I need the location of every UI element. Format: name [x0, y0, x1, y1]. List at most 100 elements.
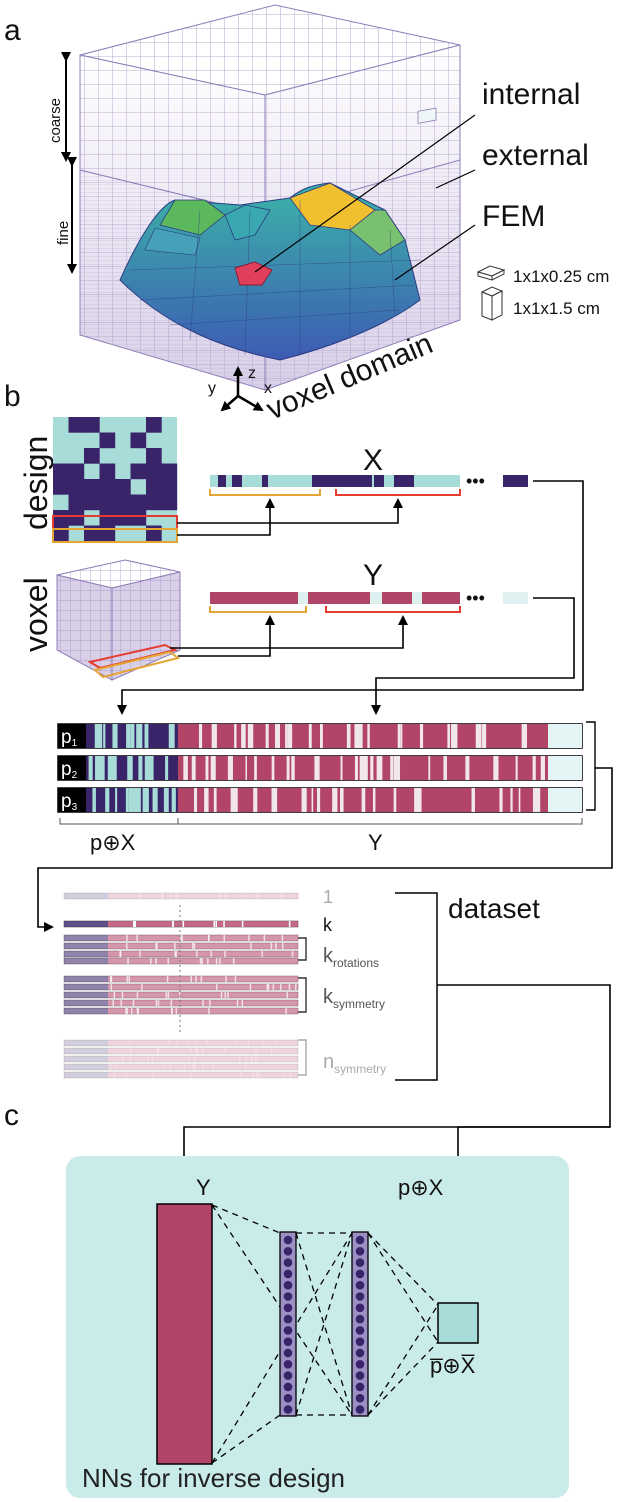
dataset-row-stripe	[175, 1008, 178, 1014]
dataset-row-stripe	[220, 992, 223, 998]
data-row-y-stripe	[447, 724, 451, 748]
y-vector-ellipsis: •••	[466, 588, 485, 608]
dataset-row-stripe	[120, 1000, 123, 1006]
data-row-x-stripe	[110, 756, 117, 780]
external-node	[417, 107, 437, 124]
callout-lines	[254, 114, 476, 281]
y-vector-label: Y	[363, 559, 383, 592]
data-row-y-stripe	[518, 788, 521, 812]
fem-mesh	[119, 107, 437, 361]
dataset-row-stripe	[136, 935, 138, 941]
dataset-row-x	[64, 943, 108, 949]
external-label: external	[482, 139, 589, 172]
dataset-row-stripe	[165, 992, 168, 998]
data-row-x-stripe	[165, 756, 169, 780]
data-row-y-stripe	[521, 724, 528, 748]
k-symmetry-sub: symmetry	[333, 997, 385, 1011]
y-vector-gap	[298, 592, 308, 604]
hidden-neuron	[283, 1314, 293, 1324]
hidden-neuron	[355, 1247, 365, 1256]
data-row-y-stripe	[394, 756, 401, 780]
dataset-row-stripe	[112, 1000, 115, 1006]
data-row-y-stripe	[515, 756, 518, 780]
design-cell	[146, 479, 162, 495]
dataset-row-stripe	[129, 1048, 132, 1054]
data-row-y-stripe	[367, 724, 370, 748]
dataset-row-stripe	[255, 1056, 257, 1062]
dataset-row-stripe	[227, 992, 229, 998]
design-cell	[84, 479, 100, 495]
dataset-row-stripe	[225, 893, 227, 899]
data-row-p-label: p3	[61, 791, 78, 813]
dataset-row-stripe	[234, 976, 237, 982]
dataset-row-stripe	[151, 1056, 154, 1062]
dataset-row-stripe	[218, 893, 221, 899]
dataset-row-stripe	[161, 893, 163, 899]
dataset-row-stripe	[175, 951, 177, 957]
dataset-row-stripe	[256, 1072, 258, 1078]
dataset-row-stripe	[250, 1056, 253, 1062]
hidden-neuron	[355, 1235, 365, 1245]
design-cell	[99, 525, 116, 542]
dataset-row-stripe	[139, 893, 142, 899]
data-row-y-stripe	[212, 756, 215, 780]
hidden-neuron	[355, 1382, 365, 1392]
dataset-row-stripe	[110, 984, 113, 990]
dataset-row-stripe	[202, 1048, 204, 1054]
data-row-x-stripe	[90, 756, 93, 780]
data-row-y-stripe	[247, 724, 254, 748]
design-cell	[84, 448, 100, 464]
dataset-row-stripe	[213, 921, 215, 927]
k-rotations-main: k	[323, 945, 334, 967]
hidden-neuron	[355, 1371, 365, 1380]
data-row-y-stripe	[359, 724, 363, 748]
dataset-row-x	[64, 1000, 108, 1006]
data-row-p-cell	[58, 756, 86, 780]
dataset-row-stripe	[110, 976, 113, 982]
data-row-y-stripe	[319, 724, 323, 748]
dataset-row-stripe	[289, 1072, 292, 1078]
data-row-x-stripe	[170, 724, 173, 748]
dataset-row-stripe	[182, 921, 185, 927]
dataset-row-stripe	[207, 958, 209, 964]
nn-pX-label: p⊕X	[398, 1175, 444, 1200]
data-row-y-segment	[178, 788, 582, 812]
data-row-x-stripe	[98, 756, 104, 780]
dataset-row-stripe	[255, 1048, 257, 1054]
dataset-row-stripe	[275, 943, 277, 949]
dataset-row-stripe	[169, 893, 172, 899]
hidden-neuron	[283, 1337, 293, 1346]
dataset-row-stripe	[266, 984, 269, 990]
data-row-x-stripe	[144, 788, 148, 812]
n-symmetry-main: n	[323, 1051, 334, 1073]
svg-text:nsymmetry: nsymmetry	[323, 1051, 386, 1076]
data-row-y-stripe	[397, 724, 401, 748]
panel-a-label: a	[4, 14, 21, 47]
data-row-tail	[548, 756, 582, 780]
dataset-row-stripe	[170, 1000, 173, 1006]
data-row-y-stripe	[308, 724, 312, 748]
dataset-row-stripe	[161, 893, 163, 899]
nn-hidden-layer-1	[279, 1231, 297, 1417]
dataset-row-stripe	[215, 958, 218, 964]
dataset-row-stripe	[199, 958, 202, 964]
dataset-row-stripe	[190, 976, 192, 982]
dataset-rows	[63, 892, 299, 1079]
dataset-row-y	[108, 921, 298, 927]
hidden-neuron	[355, 1280, 365, 1290]
data-row-x-stripe	[138, 756, 143, 780]
dataset-row-stripe	[241, 921, 244, 927]
data-row-y-stripe	[532, 756, 536, 780]
dataset-row-stripe	[261, 1040, 264, 1046]
dataset-row-stripe	[121, 992, 124, 998]
hidden-neuron	[283, 1348, 293, 1358]
dataset-row-stripe	[288, 921, 291, 927]
hidden-neuron	[355, 1314, 365, 1324]
nn-input-layer	[156, 1203, 213, 1465]
dataset-row-x	[64, 1008, 108, 1014]
dataset-row-stripe	[157, 1048, 160, 1054]
dataset-row-stripe	[240, 1072, 242, 1078]
design-cell	[146, 494, 162, 511]
dataset-row-stripe	[115, 1064, 117, 1070]
dataset-row-stripe	[236, 1000, 239, 1006]
